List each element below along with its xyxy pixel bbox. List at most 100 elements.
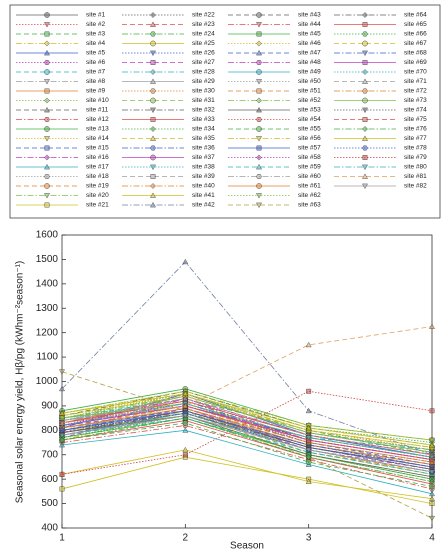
legend-marker bbox=[256, 12, 262, 18]
series-marker bbox=[182, 452, 188, 458]
legend-marker bbox=[150, 192, 156, 198]
legend-marker bbox=[150, 135, 156, 141]
series-marker bbox=[305, 407, 312, 414]
series-line bbox=[61, 417, 433, 480]
legend-label: site #20 bbox=[86, 192, 109, 199]
legend-label: site #70 bbox=[404, 69, 427, 76]
y-tick-label: 1200 bbox=[36, 327, 59, 338]
legend-label: site #49 bbox=[298, 69, 321, 76]
legend-marker bbox=[256, 79, 262, 85]
series-line bbox=[61, 395, 433, 453]
series-marker bbox=[182, 258, 189, 265]
legend-marker bbox=[256, 88, 262, 94]
legend-marker bbox=[256, 145, 262, 151]
legend-marker bbox=[44, 163, 50, 170]
legend-label: site #67 bbox=[404, 40, 427, 47]
legend-marker bbox=[362, 107, 368, 114]
legend-marker bbox=[44, 145, 50, 151]
series-line bbox=[61, 412, 433, 470]
legend-label: site #7 bbox=[86, 69, 106, 76]
x-tick-label: 3 bbox=[306, 533, 312, 544]
legend-label: site #56 bbox=[298, 135, 321, 142]
legend-label: site #66 bbox=[404, 31, 427, 38]
series-marker bbox=[59, 427, 65, 433]
series-line bbox=[61, 407, 433, 465]
legend-box bbox=[9, 4, 441, 219]
legend-label: site #76 bbox=[404, 126, 427, 133]
series-marker bbox=[59, 419, 65, 426]
legend-marker bbox=[256, 126, 262, 132]
legend-marker bbox=[44, 193, 50, 199]
series-line bbox=[61, 412, 433, 473]
legend-label: site #45 bbox=[298, 31, 321, 38]
series-marker bbox=[59, 471, 65, 477]
series-marker bbox=[429, 515, 435, 522]
legend-marker bbox=[150, 12, 156, 18]
legend-marker bbox=[256, 154, 262, 161]
legend-marker bbox=[150, 174, 156, 179]
legend-marker bbox=[150, 40, 156, 47]
legend-marker bbox=[362, 164, 368, 171]
x-tick-label: 4 bbox=[429, 533, 435, 544]
legend-marker bbox=[256, 40, 262, 47]
legend-marker bbox=[44, 106, 50, 113]
legend-label: site #60 bbox=[298, 173, 321, 180]
legend-marker bbox=[150, 88, 156, 94]
series-line bbox=[61, 393, 433, 446]
legend-label: site #72 bbox=[404, 88, 427, 95]
legend-label: site #57 bbox=[298, 145, 321, 152]
legend-marker bbox=[362, 31, 368, 37]
legend-marker bbox=[362, 155, 368, 160]
legend-label: site #73 bbox=[404, 97, 427, 104]
x-tick-label: 2 bbox=[183, 533, 189, 544]
legend-label: site #79 bbox=[404, 154, 427, 161]
legend-marker bbox=[44, 136, 50, 142]
legend-label: site #71 bbox=[404, 78, 427, 85]
series-marker bbox=[305, 478, 312, 484]
legend-label: site #11 bbox=[86, 107, 109, 114]
x-axis-title: Season bbox=[230, 541, 264, 550]
y-tick-label: 1400 bbox=[36, 278, 59, 289]
series-marker bbox=[182, 390, 189, 396]
legend-label: site #64 bbox=[404, 12, 427, 19]
legend-label: site #78 bbox=[404, 145, 427, 152]
legend-label: site #23 bbox=[192, 21, 215, 28]
y-tick-label: 1100 bbox=[36, 352, 58, 363]
legend-marker bbox=[44, 60, 50, 65]
legend-marker bbox=[256, 183, 262, 189]
plot-frame bbox=[61, 234, 433, 529]
series-marker bbox=[305, 447, 312, 453]
legend-marker bbox=[362, 88, 368, 94]
legend-marker bbox=[44, 22, 50, 28]
legend-marker bbox=[150, 78, 156, 84]
y-axis-title: Seasonal solar energy yield, Hβ/pg (kWhm… bbox=[15, 261, 26, 504]
legend-marker bbox=[44, 97, 50, 104]
legend-label: site #4 bbox=[86, 40, 106, 47]
legend-marker bbox=[362, 135, 368, 141]
legend-label: site #24 bbox=[192, 31, 215, 38]
series-marker bbox=[429, 454, 435, 461]
legend-marker bbox=[256, 193, 262, 199]
y-tick-label: 800 bbox=[41, 425, 58, 436]
series-line bbox=[61, 422, 433, 487]
series-marker bbox=[182, 402, 189, 409]
legend-label: site #32 bbox=[192, 107, 215, 114]
series-line bbox=[61, 410, 433, 468]
y-tick-label: 1600 bbox=[36, 230, 59, 241]
legend-marker bbox=[362, 145, 368, 151]
series-marker bbox=[59, 415, 65, 421]
series-marker bbox=[59, 437, 65, 443]
series-line bbox=[61, 405, 433, 461]
y-tick-label: 400 bbox=[41, 523, 58, 534]
legend-marker bbox=[256, 136, 262, 142]
legend-marker bbox=[44, 40, 50, 47]
series-line bbox=[61, 456, 433, 504]
legend-marker bbox=[150, 60, 156, 65]
legend-label: site #65 bbox=[404, 21, 427, 28]
legend-marker bbox=[44, 69, 50, 75]
legend-marker bbox=[362, 117, 368, 122]
legend-marker bbox=[44, 31, 50, 37]
legend-label: site #8 bbox=[86, 78, 106, 85]
series-line bbox=[61, 415, 433, 473]
